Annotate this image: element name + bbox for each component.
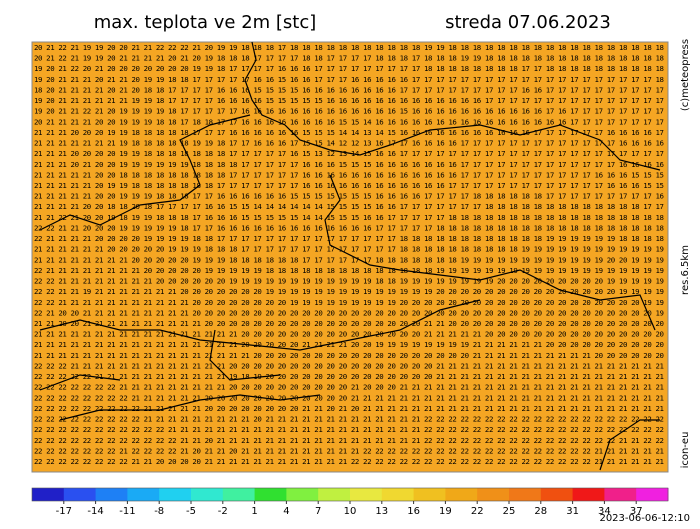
- colorbar-segment: [381, 488, 415, 501]
- grid-row: 21 21 21 21 20 20 18 18 20 18 17 17 17 1…: [34, 202, 664, 211]
- grid-row: 19 20 21 21 21 20 21 21 20 19 19 18 18 1…: [34, 75, 664, 84]
- colorbar-segment: [191, 488, 224, 501]
- grid-row: 22 22 21 21 21 21 21 21 21 21 21 21 21 2…: [34, 298, 664, 307]
- resolution: res.6.5km: [680, 245, 691, 295]
- colorbar-segment: [477, 488, 510, 501]
- date: streda 07.06.2023: [445, 12, 611, 33]
- map-area: [31, 41, 669, 473]
- colorbar-segment: [95, 488, 128, 501]
- colorbar-segment: [540, 488, 574, 501]
- colorbar-label: -11: [119, 506, 135, 517]
- grid-row: 18 20 21 21 21 21 20 21 20 18 18 17 17 1…: [34, 85, 664, 94]
- grid-row: 21 21 21 20 20 20 19 19 18 18 18 18 18 1…: [34, 128, 664, 137]
- grid-row: 22 22 21 21 21 21 21 21 21 21 20 20 20 2…: [34, 277, 664, 286]
- colorbar-segment: [32, 488, 65, 501]
- grid-row: 22 22 22 22 22 22 22 22 21 21 21 21 21 2…: [34, 393, 664, 402]
- colorbar-label: -5: [186, 506, 196, 517]
- colorbar-label: 22: [471, 506, 484, 517]
- colorbar-label: -14: [87, 506, 103, 517]
- value-grid: 20 21 22 21 19 19 20 20 21 21 22 22 22 2…: [34, 43, 664, 466]
- colorbar-segment: [159, 488, 192, 501]
- colorbar-segment: [286, 488, 319, 501]
- colorbar-label: 4: [283, 506, 289, 517]
- grid-row: 21 21 21 21 21 21 21 21 21 21 21 21 21 2…: [34, 351, 664, 360]
- grid-row: 22 22 22 22 22 22 22 22 22 21 21 21 21 2…: [34, 404, 664, 413]
- grid-row: 21 21 21 21 21 20 20 18 18 18 18 18 18 1…: [34, 170, 664, 179]
- grid-row: 21 21 21 20 21 20 20 19 19 19 19 19 19 1…: [34, 160, 664, 169]
- colorbar-label: 1: [251, 506, 257, 517]
- grid-row: 22 22 22 22 22 22 22 21 21 21 21 21 21 2…: [34, 383, 664, 392]
- borders: [39, 41, 661, 471]
- grid-row: 21 21 20 20 21 21 21 21 21 21 21 21 21 2…: [34, 319, 664, 328]
- colorbar-segment: [636, 488, 669, 501]
- colorbar-label: 16: [407, 506, 420, 517]
- grid-row: 21 21 21 21 21 21 21 21 21 21 21 21 21 2…: [34, 340, 664, 349]
- colorbar-segment: [445, 488, 478, 501]
- grid-row: 22 22 22 22 22 22 22 21 22 22 22 22 21 2…: [34, 446, 664, 455]
- colorbar-segment: [127, 488, 160, 501]
- colorbar-label: 10: [344, 506, 357, 517]
- grid-row: 19 20 21 21 22 21 20 19 19 19 19 18 17 1…: [34, 107, 664, 116]
- colorbar-segment: [350, 488, 383, 501]
- colorbar-label: 31: [566, 506, 579, 517]
- grid-row: 20 21 22 21 19 19 20 21 21 21 21 20 21 2…: [34, 54, 664, 63]
- grid-row: 20 21 21 21 21 20 20 19 19 19 18 18 17 1…: [34, 117, 664, 126]
- colorbar-segment: [63, 488, 97, 501]
- grid-row: 22 22 21 21 20 20 20 19 19 19 19 19 18 1…: [34, 223, 664, 232]
- colorbar-label: 19: [439, 506, 452, 517]
- colorbar-label: 28: [534, 506, 547, 517]
- grid-row: 22 22 22 22 22 22 22 22 21 21 20 20 20 2…: [34, 457, 664, 466]
- grid-row: 22 22 22 22 22 21 21 21 21 21 21 21 21 2…: [34, 372, 664, 381]
- grid-row: 22 22 22 21 21 21 21 21 21 21 21 21 21 2…: [34, 361, 664, 370]
- timestamp: 2023-06-06-12:10: [599, 513, 690, 524]
- colorbar-segment: [222, 488, 256, 501]
- colorbar-segment: [604, 488, 637, 501]
- grid-row: 21 21 22 21 20 20 19 18 19 19 18 18 18 1…: [34, 213, 664, 222]
- grid-row: 22 22 22 22 22 22 22 22 22 22 22 21 21 2…: [34, 425, 664, 434]
- colorbar-label: 25: [503, 506, 516, 517]
- grid-row: 22 22 22 22 22 22 22 22 22 22 22 22 21 2…: [34, 436, 664, 445]
- grid-row: 19 20 21 21 21 21 21 21 19 19 18 17 17 1…: [34, 96, 664, 105]
- grid-row: 21 21 21 21 21 20 20 19 19 19 18 18 18 1…: [34, 192, 664, 201]
- colorbar-segment: [254, 488, 287, 501]
- grid-row: 21 21 21 21 21 21 21 21 20 20 20 20 20 1…: [34, 255, 664, 264]
- copyright: (c)meteopress: [680, 39, 691, 111]
- grid-row: 22 22 22 22 22 22 22 22 22 21 21 21 21 2…: [34, 415, 664, 424]
- colorbar-label: 7: [315, 506, 321, 517]
- grid-row: 21 21 21 21 21 21 21 19 18 18 18 18 18 1…: [34, 139, 664, 148]
- grid-row: 21 21 21 21 21 20 19 19 18 18 18 18 18 1…: [34, 181, 664, 190]
- colorbar-label: -8: [154, 506, 164, 517]
- colorbar: -17 -14 -11 -8 -5 -2 1 4 7 10 13 16 19 22 25 28 31 34 37: [31, 487, 669, 517]
- grid-row: 22 22 21 21 19 21 21 21 21 21 21 21 20 2…: [34, 287, 664, 296]
- colorbar-label: 34: [598, 506, 611, 517]
- colorbar-label: 37: [630, 506, 643, 517]
- model: icon-eu: [680, 432, 691, 469]
- grid-row: 20 21 22 21 19 19 20 20 21 21 22 22 22 2…: [34, 43, 664, 52]
- colorbar-label: -2: [218, 506, 228, 517]
- grid-row: 19 20 21 22 20 21 20 20 20 20 20 20 20 1…: [34, 64, 664, 73]
- colorbar-segment: [318, 488, 351, 501]
- colorbar-label: 13: [375, 506, 388, 517]
- colorbar-label: -17: [56, 506, 72, 517]
- grid-row: 22 21 21 21 21 21 21 21 21 20 20 20 20 2…: [34, 266, 664, 275]
- colorbar-segment: [413, 488, 446, 501]
- grid-row: 21 21 21 21 21 21 21 21 21 21 21 21 21 2…: [34, 330, 664, 339]
- grid-row: 22 21 21 21 21 20 20 20 20 19 19 19 19 1…: [34, 234, 664, 243]
- grid-row: 22 21 20 20 21 21 21 21 21 21 21 21 21 2…: [34, 308, 664, 317]
- title: max. teplota ve 2m [stc]: [94, 12, 317, 33]
- colorbar-segment: [509, 488, 542, 501]
- grid-row: 21 21 21 21 21 21 20 20 20 20 20 19 19 1…: [34, 245, 664, 254]
- colorbar-segment: [572, 488, 605, 501]
